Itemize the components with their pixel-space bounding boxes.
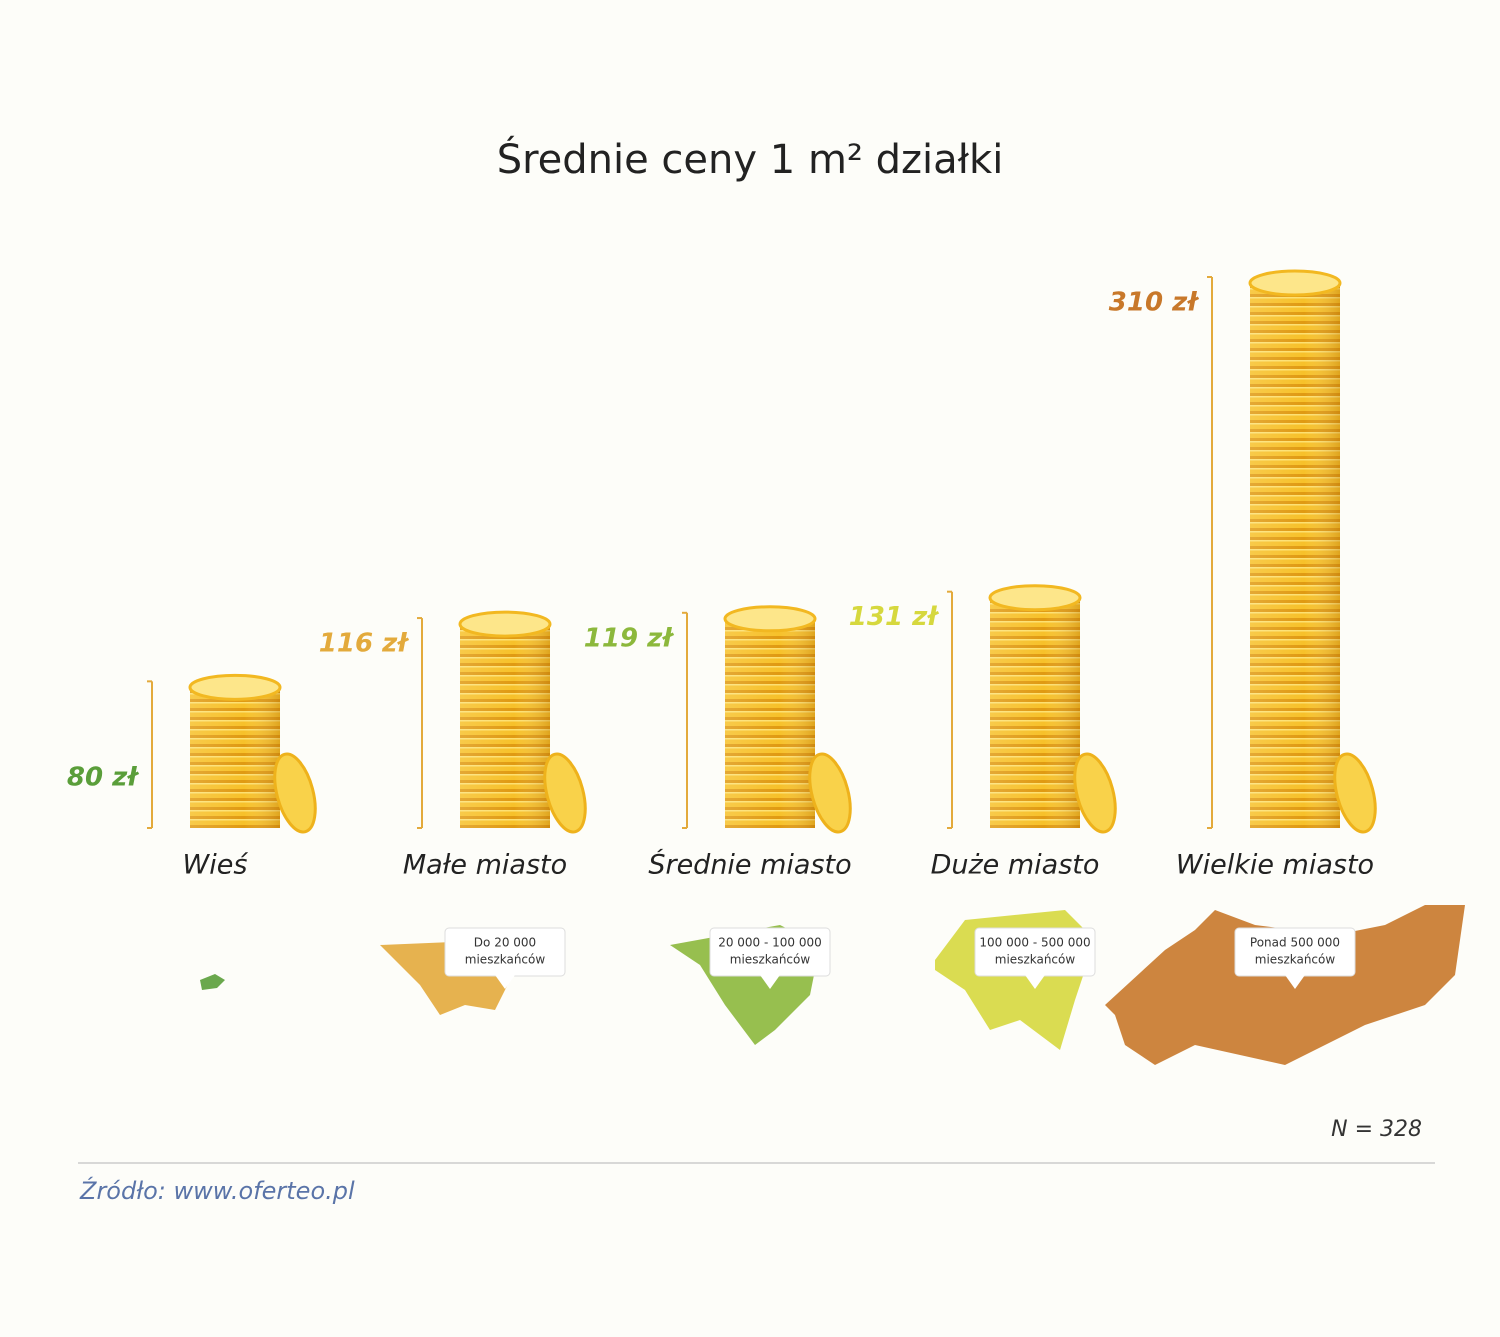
coin-top [723,605,817,633]
region-map [1105,905,1465,1065]
population-label: mieszkańców [730,953,811,967]
coin-leaning [273,752,317,834]
x-tick-label: Średnie miasto [648,849,851,881]
value-label: 310 zł [1109,288,1199,318]
coin-top [1248,269,1342,297]
population-label: mieszkańców [1255,953,1336,967]
callout-pointer [760,975,780,989]
callout-pointer [1025,975,1045,989]
chart-title: Średnie ceny 1 m² działki [497,135,1004,183]
population-label: 100 000 - 500 000 [979,936,1090,950]
x-tick-label: Wieś [183,850,249,881]
coin-shade [725,618,815,828]
population-label: Ponad 500 000 [1250,936,1340,950]
coin-shade [190,687,280,828]
coin-leaning [808,752,852,834]
population-label: 20 000 - 100 000 [718,936,822,950]
coin-top [988,584,1082,612]
coin-top [458,610,552,638]
value-label: 116 zł [319,629,409,659]
coin-leaning [1333,752,1377,834]
coin-shade [990,597,1080,828]
callout-pointer [1285,975,1305,989]
coin-top [188,673,282,701]
value-label: 80 zł [67,763,139,793]
population-label: mieszkańców [465,953,546,967]
region-map [200,974,225,990]
x-tick-label: Małe miasto [403,850,567,881]
population-label: Do 20 000 [474,936,536,950]
value-label: 119 zł [584,623,674,653]
source: Źródło: www.oferteo.pl [79,1176,355,1205]
sample-note: N = 328 [1331,1117,1422,1142]
value-label: 131 zł [849,602,939,632]
coin-leaning [1073,752,1117,834]
callout-pointer [495,975,515,989]
population-label: mieszkańców [995,953,1076,967]
coin-leaning [543,752,587,834]
x-tick-label: Duże miasto [931,850,1100,881]
coin-shade [1250,283,1340,828]
coin-shade [460,624,550,828]
x-tick-label: Wielkie miasto [1176,850,1374,881]
